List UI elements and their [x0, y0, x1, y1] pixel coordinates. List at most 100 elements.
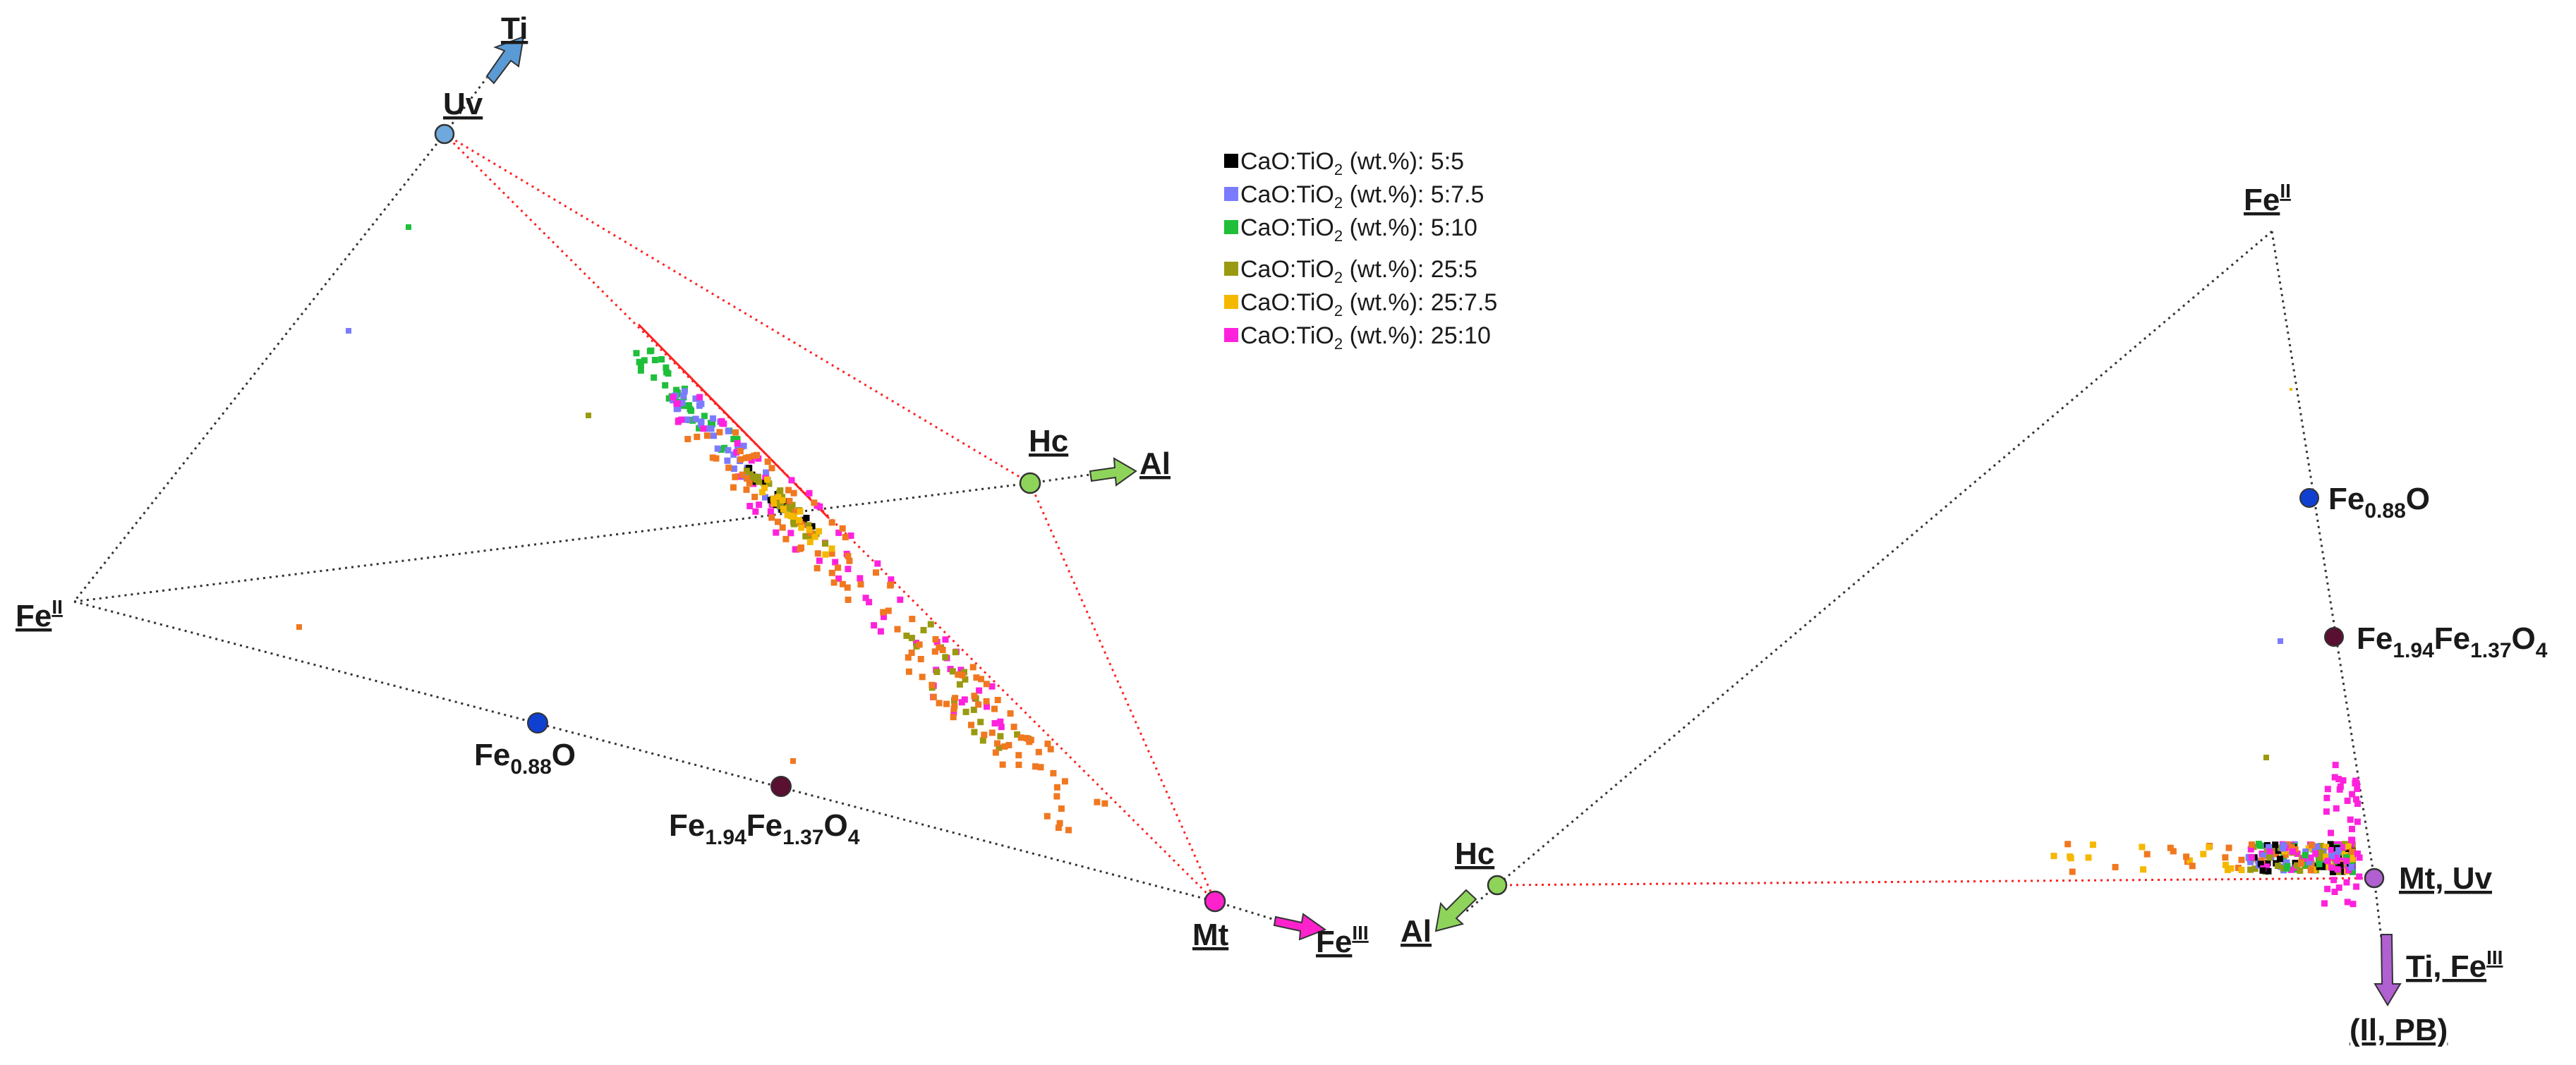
scatter-point [1053, 793, 1060, 800]
scatter-point [685, 402, 692, 409]
scatter-point [734, 436, 741, 443]
scatter-point [2238, 856, 2245, 863]
scatter-point [732, 429, 739, 436]
scatter-point [673, 400, 680, 407]
scatter-point [2283, 865, 2290, 872]
scatter-point [991, 705, 998, 712]
scatter-point [2298, 859, 2305, 866]
scatter-point [2170, 848, 2177, 855]
scatter-point [2302, 861, 2309, 868]
scatter-point [784, 504, 791, 511]
scatter-point [832, 559, 839, 566]
scatter-point [790, 758, 796, 764]
scatter-point [2344, 797, 2351, 804]
scatter-point [816, 557, 823, 564]
scatter-point [798, 544, 804, 551]
scatter-point [1065, 827, 1072, 834]
scatter-point [779, 524, 786, 531]
hc-label: Hc [1029, 424, 1068, 458]
scatter-point [743, 486, 750, 493]
scatter-point [2290, 848, 2296, 855]
scatter-point [2222, 861, 2229, 868]
scatter-point [767, 508, 774, 515]
scatter-point [725, 464, 732, 471]
scatter-point [679, 399, 686, 406]
scatter-point [2337, 783, 2344, 790]
scatter-point [956, 681, 963, 688]
mt-label: Mt [1192, 918, 1229, 952]
scatter-point [905, 668, 912, 675]
scatter-point [2273, 851, 2280, 858]
scatter-point [798, 524, 805, 531]
scatter-point [714, 445, 721, 452]
scatter-point [796, 517, 802, 524]
scatter-point [2282, 851, 2289, 858]
scatter-point [811, 533, 818, 540]
scatter-point [2328, 829, 2334, 836]
right-scatter-points [2050, 388, 2363, 908]
fe-iii-sup: III [1352, 922, 1368, 944]
scatter-point [909, 616, 916, 623]
scatter-point [680, 392, 687, 399]
scatter-point [1044, 741, 1051, 748]
legend-swatch [1224, 154, 1238, 168]
fe-ii-label: FeII [16, 596, 63, 633]
scatter-point [692, 415, 699, 422]
scatter-point [927, 621, 934, 628]
scatter-point [994, 697, 1001, 703]
scatter-point [787, 513, 794, 520]
scatter-point [2323, 794, 2330, 801]
scatter-point [997, 718, 1004, 725]
scatter-point [698, 401, 705, 408]
al-label: Al [1139, 446, 1171, 481]
scatter-point [797, 508, 804, 515]
scatter-point [971, 693, 978, 700]
scatter-point [2290, 388, 2292, 391]
scatter-point [754, 451, 761, 458]
scatter-point [1055, 824, 1062, 832]
right-hc-marker [1487, 875, 1508, 896]
scatter-point [2187, 857, 2193, 864]
scatter-point [962, 676, 969, 683]
scatter-point [2247, 866, 2254, 873]
scatter-point [809, 523, 816, 530]
scatter-point [709, 454, 716, 461]
scatter-point [2272, 841, 2279, 848]
right-fe088-label: Fe0.88O [2328, 482, 2430, 523]
scatter-point [2189, 863, 2196, 870]
scatter-point [675, 418, 682, 425]
mt-marker [1204, 890, 1226, 913]
scatter-point [2050, 853, 2057, 860]
scatter-point [2328, 847, 2335, 853]
scatter-point [970, 706, 977, 713]
scatter-point [2263, 863, 2270, 870]
scatter-point [2264, 860, 2271, 867]
scatter-point [641, 357, 648, 364]
scatter-point [2260, 842, 2267, 849]
scatter-point [828, 569, 835, 576]
scatter-point [847, 532, 854, 539]
scatter-point [877, 628, 884, 635]
scatter-point [2345, 843, 2352, 850]
scatter-point [2353, 780, 2360, 787]
scatter-point [2258, 857, 2266, 864]
scatter-point [2324, 786, 2331, 793]
scatter-point [751, 494, 758, 501]
scatter-point [756, 501, 763, 509]
scatter-point [2257, 860, 2264, 868]
scatter-point [822, 540, 829, 547]
scatter-point [2321, 900, 2328, 907]
scatter-point [780, 506, 787, 513]
scatter-point [2274, 863, 2281, 870]
scatter-point [296, 624, 302, 630]
scatter-point [983, 681, 990, 688]
scatter-point [2354, 850, 2361, 857]
scatter-point [754, 474, 761, 480]
legend-entry: CaO:TiO2 (wt.%): 5:10 [1240, 214, 1477, 245]
scatter-point [2294, 851, 2301, 857]
scatter-point [814, 565, 821, 572]
scatter-point [790, 518, 797, 525]
scatter-point [811, 499, 818, 506]
scatter-point [983, 698, 990, 705]
